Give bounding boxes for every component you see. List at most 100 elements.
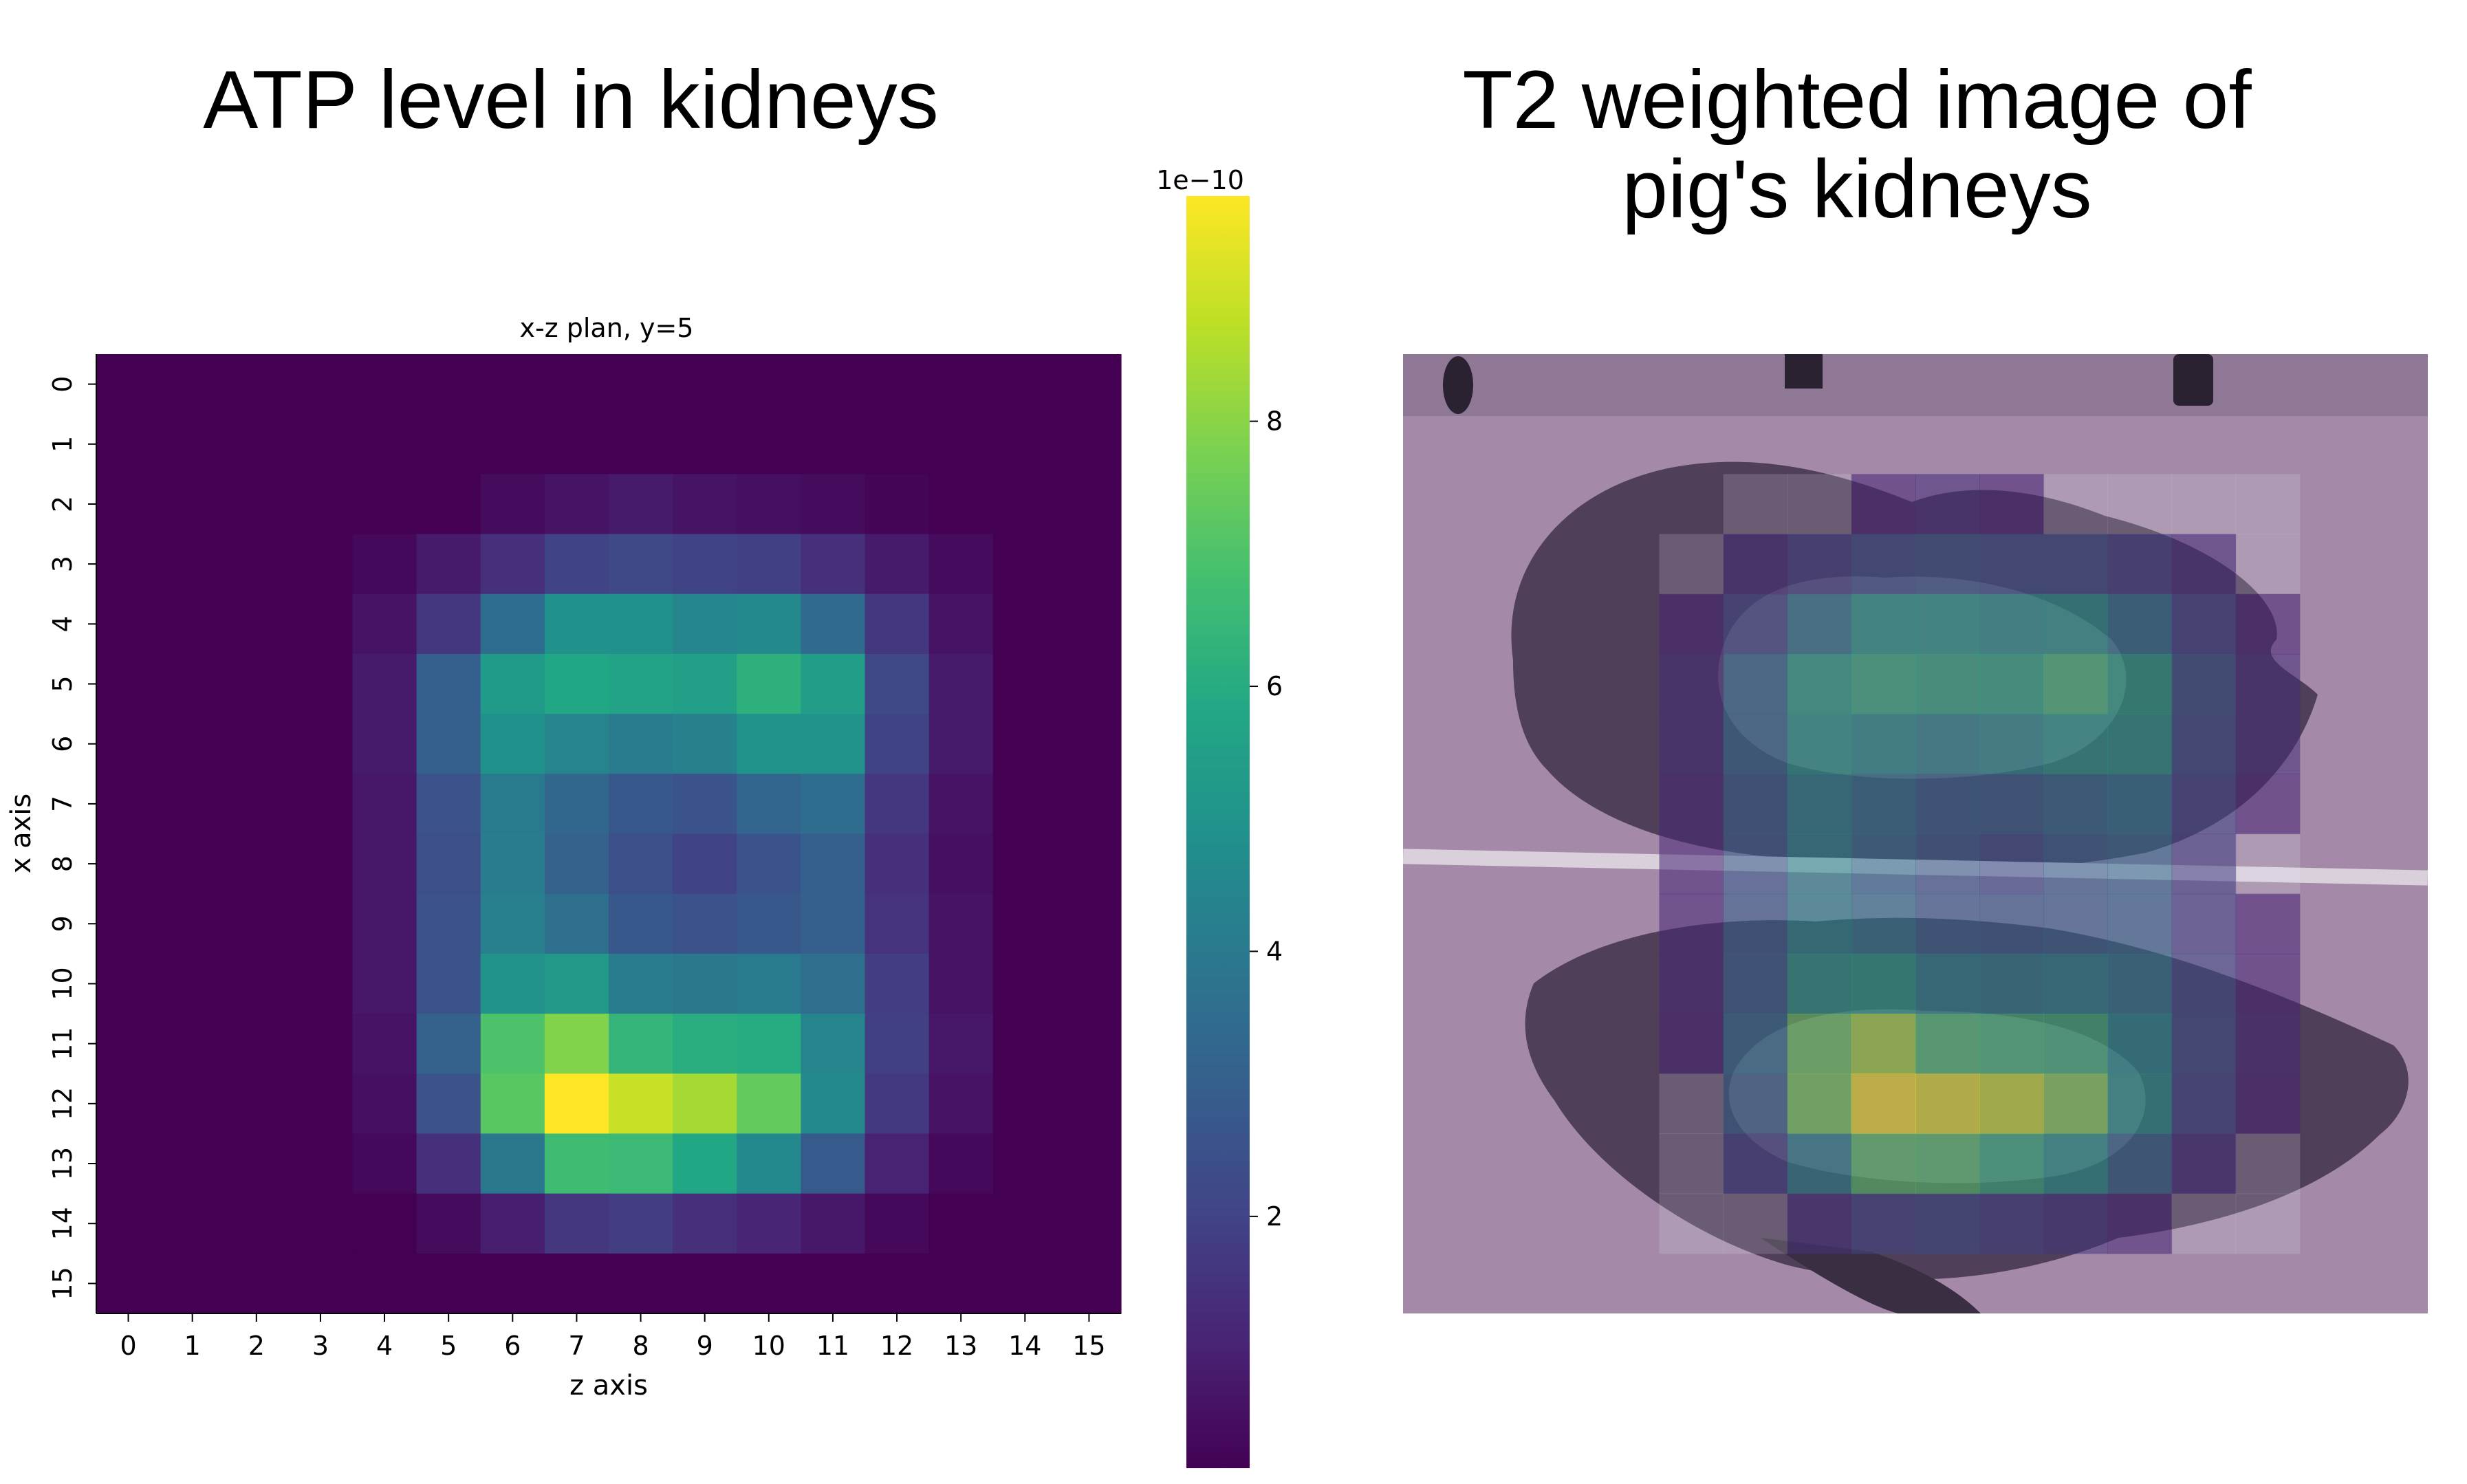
mri-overlay-cell-3-8 <box>1915 534 1980 595</box>
heatmap-cell-2-12 <box>865 474 930 535</box>
mri-overlay-cell-11-7 <box>1851 1014 1916 1074</box>
mri-vessel-bottom <box>1761 1238 1981 1313</box>
y-tick-label-6: 6 <box>47 736 78 752</box>
heatmap-cell-11-5 <box>416 1014 481 1074</box>
mri-marker-center <box>1785 354 1823 389</box>
heatmap-cell-8-8 <box>609 833 673 895</box>
mri-overlay-cell-2-5 <box>1723 474 1788 535</box>
heatmap-cell-7-6 <box>480 774 545 835</box>
heatmap-cell-9-14 <box>992 893 1058 954</box>
heatmap-cell-3-1 <box>160 534 225 595</box>
heatmap <box>96 354 1122 1314</box>
mri-overlay-cell-9-5 <box>1723 893 1788 954</box>
y-tick-label-10: 10 <box>47 967 78 1000</box>
mri-overlay-cell-7-7 <box>1851 774 1916 835</box>
mri-overlay-cell-10-9 <box>1979 953 2044 1014</box>
mri-overlay-cell-14-6 <box>1787 1193 1852 1254</box>
heatmap-cell-5-12 <box>865 653 930 714</box>
heatmap-cell-2-6 <box>480 474 545 535</box>
heatmap-cell-2-3 <box>288 474 354 535</box>
heatmap-cell-11-12 <box>865 1014 930 1074</box>
heatmap-cell-14-9 <box>673 1193 737 1254</box>
mri-overlay-cell-14-12 <box>2171 1193 2237 1254</box>
heatmap-cell-4-15 <box>1056 593 1122 655</box>
heatmap-cell-5-7 <box>544 653 609 714</box>
heatmap-cell-8-12 <box>865 833 930 895</box>
heatmap-cell-1-13 <box>928 414 994 474</box>
mri-overlay-cell-4-12 <box>2171 593 2237 655</box>
heatmap-cell-10-2 <box>224 953 289 1014</box>
mri-overlay-cell-12-10 <box>2043 1073 2108 1135</box>
heatmap-cell-3-15 <box>1056 534 1122 595</box>
mri-overlay-cell-9-13 <box>2235 893 2301 954</box>
heatmap-cell-5-13 <box>928 653 994 714</box>
heatmap-cell-15-5 <box>416 1253 481 1314</box>
heatmap-cell-2-0 <box>96 474 161 535</box>
mri-overlay-cell-13-9 <box>1979 1133 2044 1194</box>
x-tick-label-14: 14 <box>1008 1331 1041 1361</box>
colorbar-tick-label-6: 6 <box>1266 671 1283 701</box>
heatmap-cell-15-13 <box>928 1253 994 1314</box>
heatmap-cell-8-11 <box>801 833 866 895</box>
heatmap-cell-0-8 <box>609 354 673 415</box>
heatmap-cell-8-0 <box>96 833 161 895</box>
heatmap-cell-5-3 <box>288 653 354 714</box>
mri-overlay-cell-7-11 <box>2107 774 2173 835</box>
heatmap-cell-1-3 <box>288 414 354 474</box>
colorbar-tick-label-4: 4 <box>1266 936 1283 966</box>
mri-overlay-cell-13-8 <box>1915 1133 1980 1194</box>
mri-overlay-cell-4-13 <box>2235 593 2301 655</box>
heatmap-cell-4-12 <box>865 593 930 655</box>
colorbar-ticks: 2 4 6 8 <box>1250 406 1283 1232</box>
mri-overlay-cell-2-9 <box>1979 474 2044 535</box>
heatmap-cell-1-9 <box>673 414 737 474</box>
mri-overlay-cell-7-9 <box>1979 774 2044 835</box>
heatmap-cell-12-9 <box>673 1073 737 1135</box>
mri-overlay-cell-8-12 <box>2171 833 2237 895</box>
y-tick-label-3: 3 <box>47 556 78 572</box>
heatmap-cell-6-6 <box>480 714 545 774</box>
mri-overlay-cell-4-8 <box>1915 593 1980 655</box>
heatmap-cell-6-8 <box>609 714 673 774</box>
heatmap-cell-14-1 <box>160 1193 225 1254</box>
mri-overlay-cell-14-13 <box>2235 1193 2301 1254</box>
mri-overlay-cell-9-8 <box>1915 893 1980 954</box>
mri-overlay-cell-14-9 <box>1979 1193 2044 1254</box>
heatmap-cell-8-10 <box>737 833 801 895</box>
heatmap-cell-14-15 <box>1056 1193 1122 1254</box>
mri-overlay-cell-6-9 <box>1979 714 2044 774</box>
mri-overlay-cell-5-11 <box>2107 653 2173 714</box>
heatmap-cell-3-9 <box>673 534 737 595</box>
heatmap-cell-12-10 <box>737 1073 801 1135</box>
heatmap-cell-13-8 <box>609 1133 673 1194</box>
heatmap-cell-10-15 <box>1056 953 1122 1014</box>
heatmap-cell-5-6 <box>480 653 545 714</box>
heatmap-cell-13-3 <box>288 1133 354 1194</box>
heatmap-cell-15-11 <box>801 1253 866 1314</box>
heatmap-cell-0-4 <box>352 354 417 415</box>
heatmap-cell-13-0 <box>96 1133 161 1194</box>
mri-overlay-cell-11-8 <box>1915 1014 1980 1074</box>
mri-overlay-cell-8-8 <box>1915 833 1980 895</box>
heatmap-cell-9-15 <box>1056 893 1122 954</box>
y-tick-label-2: 2 <box>47 496 78 512</box>
heatmap-cell-4-4 <box>352 593 417 655</box>
mri-overlay-cell-7-6 <box>1787 774 1852 835</box>
heatmap-cell-12-8 <box>609 1073 673 1135</box>
heatmap-cell-4-5 <box>416 593 481 655</box>
heatmap-cell-15-8 <box>609 1253 673 1314</box>
mri-overlay-cell-3-10 <box>2043 534 2108 595</box>
x-tick-label-11: 11 <box>816 1331 849 1361</box>
heatmap-cell-6-4 <box>352 714 417 774</box>
mri-overlay-cell-12-11 <box>2107 1073 2173 1135</box>
mri-overlay-cell-3-9 <box>1979 534 2044 595</box>
heatmap-cell-0-6 <box>480 354 545 415</box>
heatmap-cell-13-11 <box>801 1133 866 1194</box>
mri-overlay-cell-5-13 <box>2235 653 2301 714</box>
heatmap-cell-5-14 <box>992 653 1058 714</box>
heatmap-cell-9-5 <box>416 893 481 954</box>
heatmap-cell-6-0 <box>96 714 161 774</box>
heatmap-cell-5-15 <box>1056 653 1122 714</box>
mri-overlay-cell-10-8 <box>1915 953 1980 1014</box>
heatmap-cell-10-1 <box>160 953 225 1014</box>
